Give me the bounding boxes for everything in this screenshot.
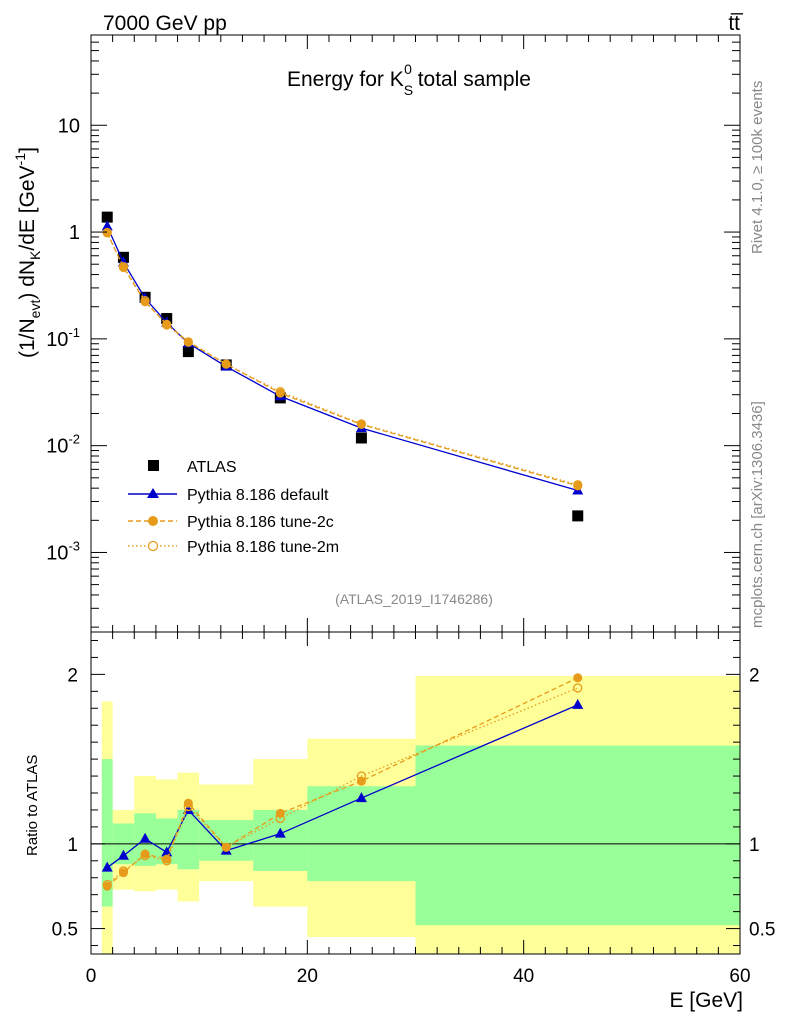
ratio-pythia-8-186-tune-2m-point xyxy=(573,683,583,693)
ratio-y-axis-label: Ratio to ATLAS xyxy=(24,755,41,856)
main-atlas-point xyxy=(355,432,367,444)
legend-label-default: Pythia 8.186 default xyxy=(187,487,329,504)
green-band-bin xyxy=(415,745,740,926)
main-pythia-8-186-default-point xyxy=(101,220,113,231)
legend-entry-default: Pythia 8.186 default xyxy=(128,487,329,504)
ratio-pythia-8-186-tune-2m-point xyxy=(356,771,367,781)
process-label: tt̅ xyxy=(728,12,744,35)
plot-title: Energy for KS 0 total sample xyxy=(287,61,531,98)
main-pythia-8-186-tune-2m-point xyxy=(275,387,285,397)
ratio-pythia-8-186-tune-2c-point xyxy=(573,673,583,683)
ratio-y-tick-label-left: 2 xyxy=(67,665,78,686)
main-pythia-8-186-tune-2m-point xyxy=(573,480,583,490)
main-atlas-point xyxy=(101,211,113,223)
main-y-tick-label: 10-3 xyxy=(46,538,80,564)
ratio-series-group xyxy=(101,673,584,891)
x-tick-label: 0 xyxy=(86,966,97,987)
ratio-pythia-8-186-tune-2m-point xyxy=(162,856,172,866)
main-pythia-8-186-tune-2c-point xyxy=(221,359,231,369)
ratio-pythia-8-186-tune-2m-point xyxy=(221,842,231,852)
ratio-pythia-8-186-tune-2m-point xyxy=(102,879,112,890)
main-pythia-8-186-tune-2m-point xyxy=(140,295,150,306)
plot-title-superscript: 0 xyxy=(404,61,412,77)
legend: ATLAS Pythia 8.186 default Pythia 8.186 … xyxy=(128,459,339,556)
ratio-y-tick-label-right: 0.5 xyxy=(749,920,775,941)
main-y-tick-label: 10-1 xyxy=(46,325,80,351)
axis-tick-labels: 0 20 40 60 10-3 10-2 10-1 1 10 0.5 0.5 1 1 2 2 xyxy=(46,115,775,987)
main-atlas-point xyxy=(182,346,194,358)
legend-label-tune-2m: Pythia 8.186 tune-2m xyxy=(187,539,339,556)
legend-entry-tune-2m: Pythia 8.186 tune-2m xyxy=(128,539,339,556)
main-y-tick-label: 10 xyxy=(58,115,80,137)
ratio-uncertainty-bands xyxy=(91,676,740,954)
main-atlas-point xyxy=(572,510,584,522)
main-y-tick-label: 10-2 xyxy=(46,432,80,458)
main-y-axis-label: (1/Nevt) dNK/dE [GeV-1] xyxy=(12,147,43,358)
ratio-y-tick-label-right: 2 xyxy=(749,665,760,686)
main-pythia-8-186-tune-2m-point xyxy=(162,320,172,330)
main-pythia-8-186-tune-2m-line xyxy=(106,232,578,486)
legend-label-tune-2c: Pythia 8.186 tune-2c xyxy=(187,514,334,531)
ratio-y-tick-label-left: 0.5 xyxy=(52,920,78,941)
main-y-tick-label: 1 xyxy=(69,222,80,244)
axis-ticks xyxy=(90,34,741,954)
ratio-pythia-8-186-tune-2m-point xyxy=(183,801,194,812)
x-axis-label: E [GeV] xyxy=(669,989,743,1012)
main-pythia-8-186-tune-2m-point xyxy=(183,337,194,347)
mcplots-label: mcplots.cern.ch [arXiv:1306.3436] xyxy=(749,401,766,628)
main-series-group xyxy=(101,211,584,522)
green-band-bin xyxy=(155,818,178,865)
green-band-bin xyxy=(177,809,200,870)
x-tick-label: 40 xyxy=(513,966,534,987)
legend-label-atlas: ATLAS xyxy=(187,459,237,476)
ratio-pythia-8-186-tune-2m-point xyxy=(275,813,285,824)
main-pythia-8-186-default-line xyxy=(106,226,578,492)
ratio-pythia-8-186-default-point xyxy=(117,849,129,860)
ratio-pythia-8-186-tune-2m-line xyxy=(106,687,578,886)
main-pythia-8-186-tune-2m-point xyxy=(118,261,129,272)
ratio-pythia-8-186-default-point xyxy=(101,861,113,872)
ratio-pythia-8-186-tune-2m-point xyxy=(140,851,150,861)
rivet-version-label: Rivet 4.1.0, ≥ 100k events xyxy=(749,81,766,254)
ratio-pythia-8-186-default-point xyxy=(572,698,584,709)
green-band-bin xyxy=(199,820,254,861)
green-band-bin xyxy=(253,809,308,871)
plot-title-rest: total sample xyxy=(412,68,531,91)
ratio-pythia-8-186-default-point xyxy=(355,792,367,803)
collision-energy-label: 7000 GeV pp xyxy=(103,12,227,35)
ratio-pythia-8-186-default-point xyxy=(139,832,151,843)
x-tick-label: 20 xyxy=(297,966,318,987)
ratio-pythia-8-186-default-point xyxy=(274,827,286,838)
ratio-y-tick-label-right: 1 xyxy=(749,835,760,856)
main-pythia-8-186-tune-2c-line xyxy=(106,232,578,487)
main-pythia-8-186-tune-2m-point xyxy=(356,419,367,429)
legend-entry-tune-2c: Pythia 8.186 tune-2c xyxy=(128,514,334,531)
plot-title-subscript: S xyxy=(404,82,413,98)
ratio-y-tick-label-left: 1 xyxy=(67,835,78,856)
main-pythia-8-186-tune-2m-point xyxy=(221,359,231,369)
analysis-id-watermark: (ATLAS_2019_I1746286) xyxy=(335,591,493,607)
x-tick-label: 60 xyxy=(729,966,750,987)
green-band-bin xyxy=(101,759,113,907)
legend-entry-atlas: ATLAS xyxy=(148,459,237,476)
ratio-pythia-8-186-tune-2m-point xyxy=(118,866,129,876)
plot-title-main: Energy for K xyxy=(287,68,404,91)
